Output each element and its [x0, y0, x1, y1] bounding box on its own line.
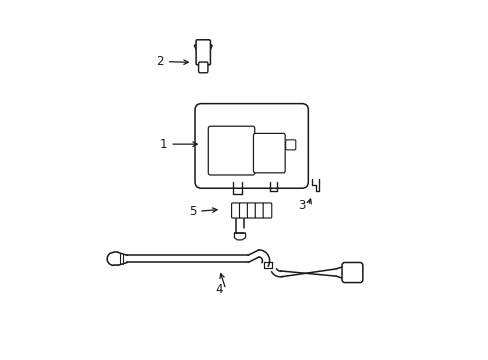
Text: 1: 1: [160, 138, 167, 150]
FancyBboxPatch shape: [247, 203, 255, 218]
Text: 5: 5: [188, 205, 196, 218]
Text: 3: 3: [298, 199, 305, 212]
FancyBboxPatch shape: [253, 134, 285, 173]
FancyBboxPatch shape: [195, 104, 308, 188]
FancyBboxPatch shape: [198, 62, 207, 73]
Polygon shape: [234, 233, 245, 240]
Polygon shape: [194, 44, 212, 51]
FancyBboxPatch shape: [196, 40, 210, 65]
FancyBboxPatch shape: [263, 203, 271, 218]
FancyBboxPatch shape: [341, 262, 362, 283]
FancyBboxPatch shape: [208, 126, 254, 175]
Text: 2: 2: [156, 55, 163, 68]
FancyBboxPatch shape: [231, 203, 240, 218]
FancyBboxPatch shape: [239, 203, 247, 218]
Text: 4: 4: [215, 283, 223, 296]
FancyBboxPatch shape: [285, 140, 295, 150]
FancyBboxPatch shape: [255, 203, 264, 218]
